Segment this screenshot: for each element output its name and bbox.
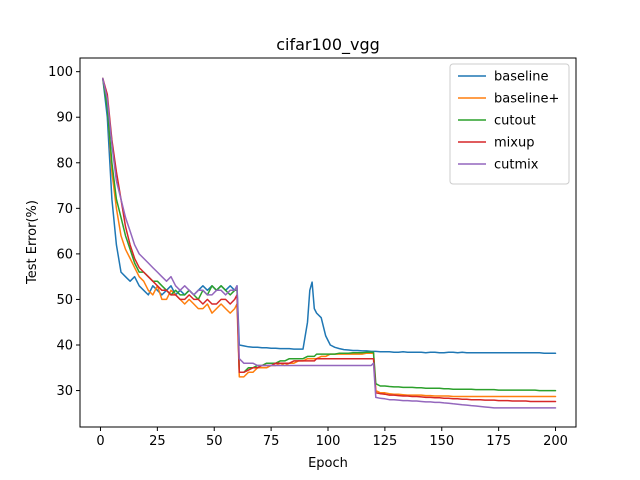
x-tick-label: 100 (316, 434, 341, 449)
y-tick-label: 50 (56, 293, 73, 308)
series-line-cutmix (102, 77, 557, 409)
x-tick-label: 125 (372, 434, 397, 449)
series-line-mixup (102, 77, 557, 403)
y-tick-label: 100 (48, 65, 73, 80)
x-tick-label: 75 (263, 434, 280, 449)
plot-frame (79, 57, 577, 428)
legend-label: mixup (494, 136, 534, 151)
legend: baseline baseline+ cutout mixup cutmix (449, 63, 570, 185)
series-lines (102, 77, 557, 409)
x-tick-label: 150 (429, 434, 454, 449)
legend-label: baseline+ (494, 92, 559, 107)
legend-label: baseline (494, 70, 548, 85)
x-tick-label: 200 (543, 434, 568, 449)
x-tick-label: 0 (96, 434, 104, 449)
y-axis-label: Test Error(%) (25, 200, 40, 285)
series-line-cutout (102, 77, 557, 392)
y-tick-label: 90 (56, 111, 73, 126)
x-tick-label: 25 (149, 434, 166, 449)
series-line-baseline (102, 77, 557, 354)
legend-label: cutout (494, 114, 536, 129)
axis-ticks: 0 25 50 75 100 125 150 175 200 30 40 50 60 70 80 90 100 (48, 65, 568, 449)
legend-box (449, 63, 570, 185)
y-tick-label: 70 (56, 202, 73, 217)
series-line-baseline-plus (102, 77, 557, 398)
y-tick-label: 30 (56, 384, 73, 399)
x-tick-label: 175 (486, 434, 511, 449)
y-tick-label: 60 (56, 247, 73, 262)
y-tick-label: 80 (56, 156, 73, 171)
legend-label: cutmix (494, 158, 539, 173)
x-tick-label: 50 (206, 434, 223, 449)
y-tick-label: 40 (56, 339, 73, 354)
chart-title: cifar100_vgg (276, 35, 380, 55)
x-axis-label: Epoch (308, 456, 348, 471)
